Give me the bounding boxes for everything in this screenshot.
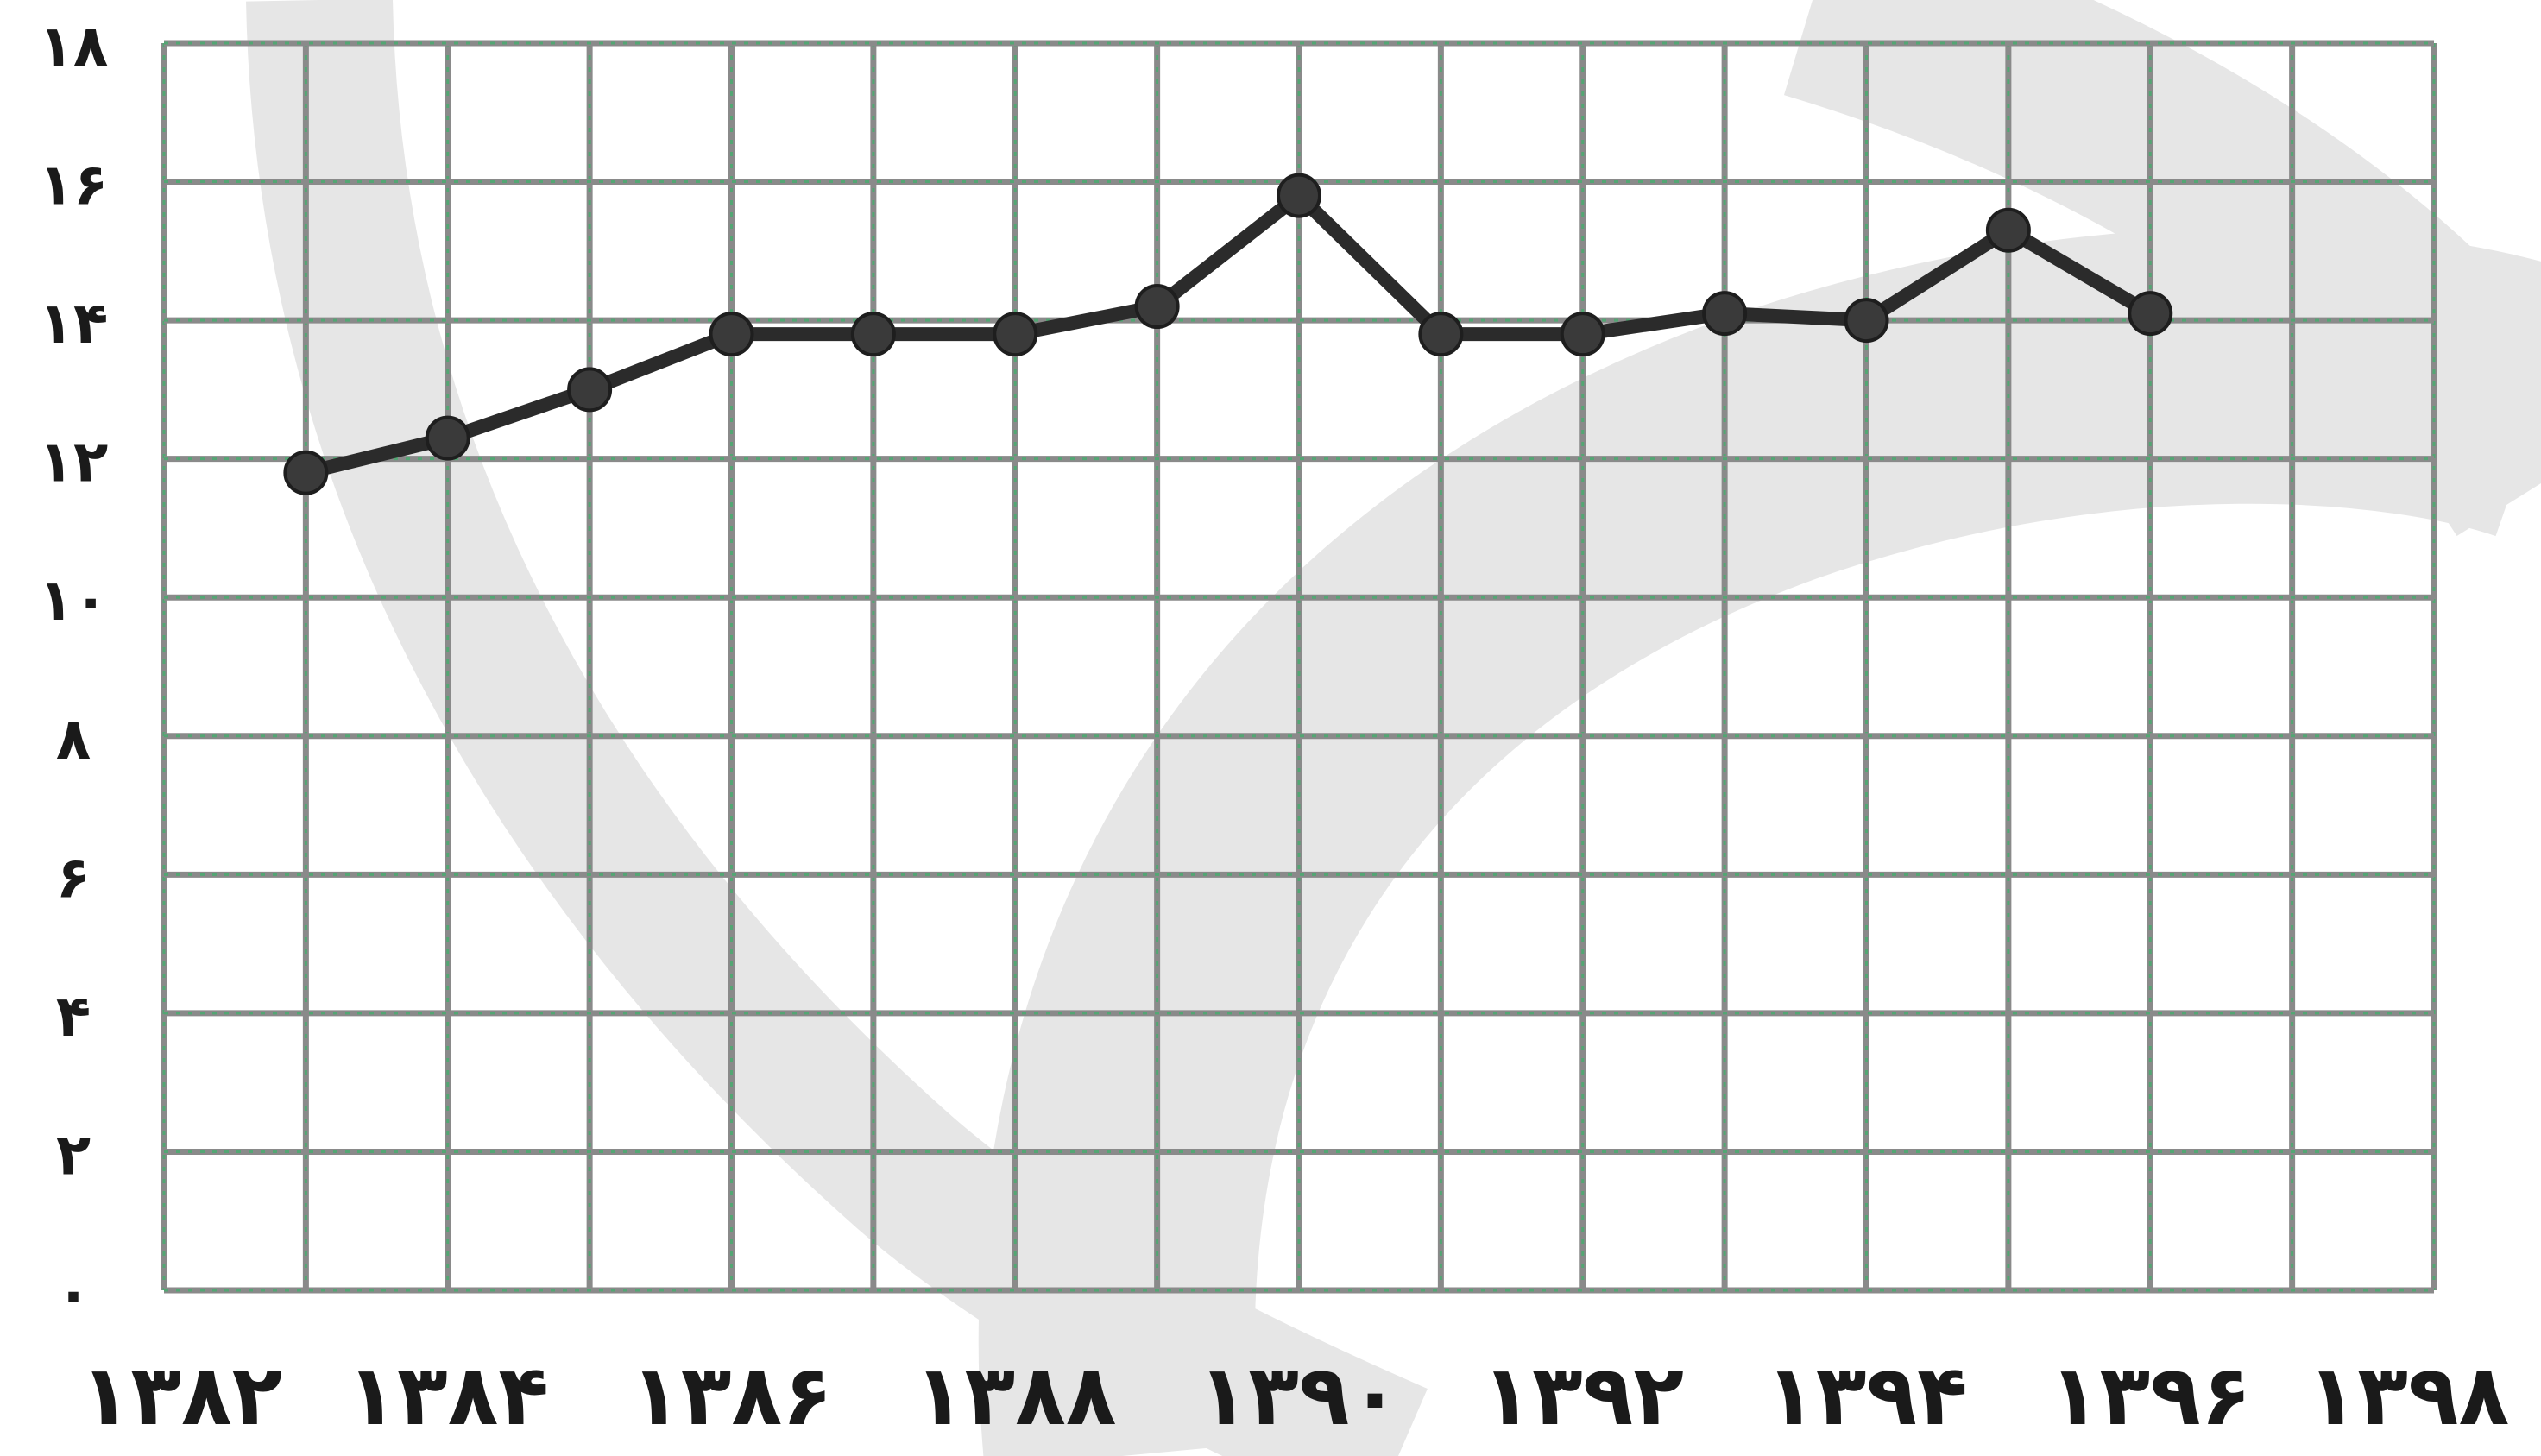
data-point (993, 312, 1038, 357)
data-point (1418, 312, 1464, 357)
y-axis-ticks: ۰ ۲ ۴ ۶ ۸ ۱۰ ۱۲ ۱۴ ۱۶ ۱۸ (39, 13, 109, 1327)
watermark-arc (1783, 0, 2541, 537)
y-tick-label: ۲ (56, 1121, 91, 1188)
data-point (425, 415, 470, 461)
data-point (2128, 291, 2173, 337)
grid-lines (161, 40, 2437, 1294)
y-tick-label: ۱۲ (39, 429, 109, 495)
watermark-logo (246, 0, 2541, 1456)
series-line (299, 188, 2158, 480)
data-point (1277, 173, 1321, 218)
y-tick-label: ۱۰ (39, 567, 109, 633)
y-tick-label: ۱۴ (39, 290, 109, 356)
x-tick-label: ۱۳۹۸ (2307, 1347, 2509, 1444)
data-point (567, 367, 613, 413)
data-point (1134, 284, 1180, 330)
x-tick-label: ۱۳۹۰ (1198, 1347, 1400, 1444)
x-tick-label: ۱۳۸۶ (630, 1347, 832, 1444)
x-tick-label: ۱۳۸۸ (914, 1347, 1116, 1444)
y-tick-label: ۶ (56, 844, 91, 911)
data-point (850, 312, 896, 357)
data-point (1844, 298, 1889, 344)
data-point (709, 312, 754, 357)
y-tick-label: ۰ (56, 1260, 91, 1327)
x-tick-label: ۱۳۸۴ (347, 1347, 549, 1444)
x-tick-label: ۱۳۸۲ (80, 1347, 282, 1444)
x-tick-label: ۱۳۹۴ (1765, 1347, 1967, 1444)
series-layer (283, 173, 2173, 495)
x-axis-ticks: ۱۳۸۲ ۱۳۸۴ ۱۳۸۶ ۱۳۸۸ ۱۳۹۰ ۱۳۹۲ ۱۳۹۴ ۱۳۹۶ ۱۳۹۸ (80, 1347, 2509, 1444)
data-point (1702, 291, 1748, 337)
data-point (1985, 207, 2031, 253)
y-tick-label: ۸ (56, 706, 91, 772)
data-point (283, 450, 329, 495)
x-tick-label: ۱۳۹۲ (1482, 1347, 1684, 1444)
y-tick-label: ۱۸ (39, 13, 109, 79)
data-point (1560, 312, 1605, 357)
y-tick-label: ۴ (56, 983, 91, 1049)
x-tick-label: ۱۳۹۶ (2049, 1347, 2251, 1444)
y-tick-label: ۱۶ (39, 152, 109, 218)
